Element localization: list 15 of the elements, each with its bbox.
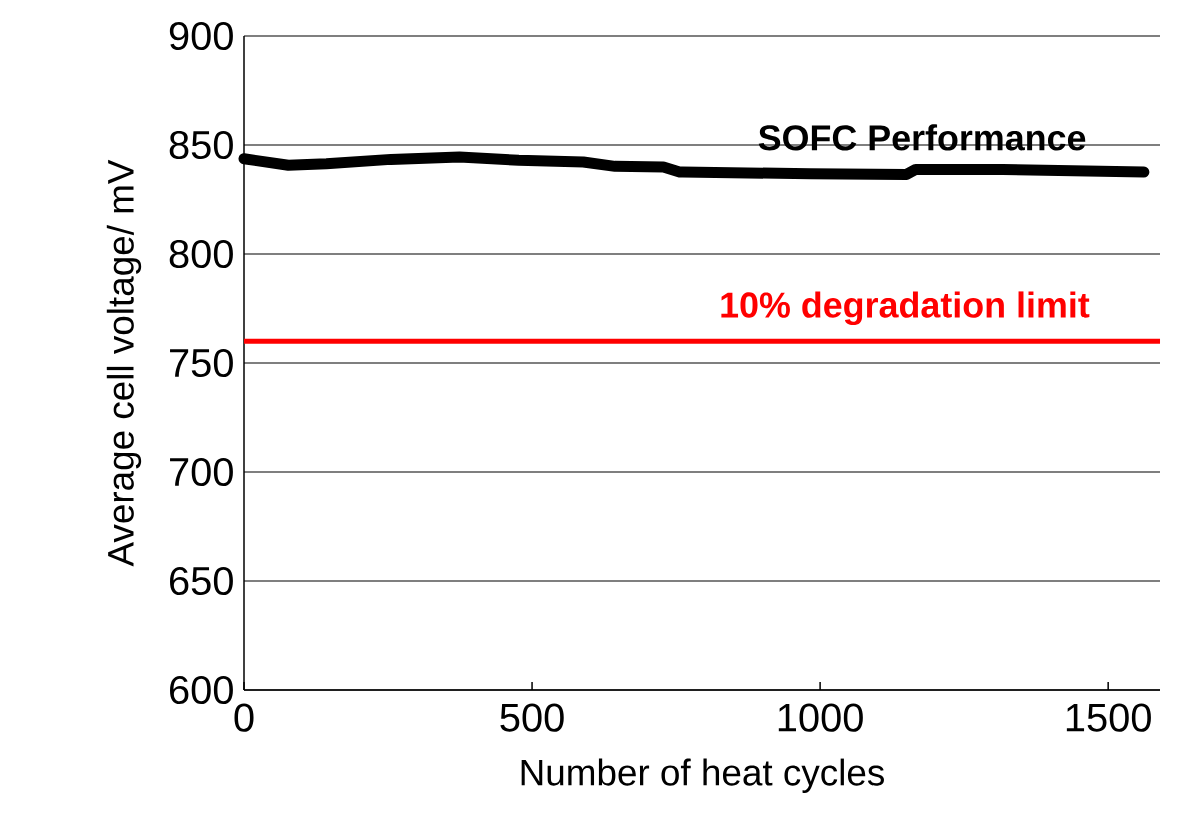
y-tick-label: 750 <box>170 348 233 378</box>
ref-line-label: 10% degradation limit <box>721 291 1090 325</box>
x-tick-label: 0 <box>234 703 254 732</box>
y-tick-label: 700 <box>170 457 233 487</box>
y-tick-label: 600 <box>170 675 233 705</box>
x-axis-title: Number of heat cycles <box>521 758 884 793</box>
y-axis-title: Average cell voltage/ mV <box>106 159 142 567</box>
x-tick-label: 1000 <box>778 703 863 732</box>
y-tick-label: 800 <box>169 239 233 269</box>
annotation: SOFC Performance <box>758 124 1086 151</box>
x-tick-label: 1500 <box>1066 703 1151 732</box>
x-tick-label: 500 <box>500 703 564 732</box>
y-tick-label: 850 <box>169 130 233 160</box>
y-tick-label: 900 <box>169 21 233 51</box>
y-tick-label: 650 <box>170 566 233 596</box>
